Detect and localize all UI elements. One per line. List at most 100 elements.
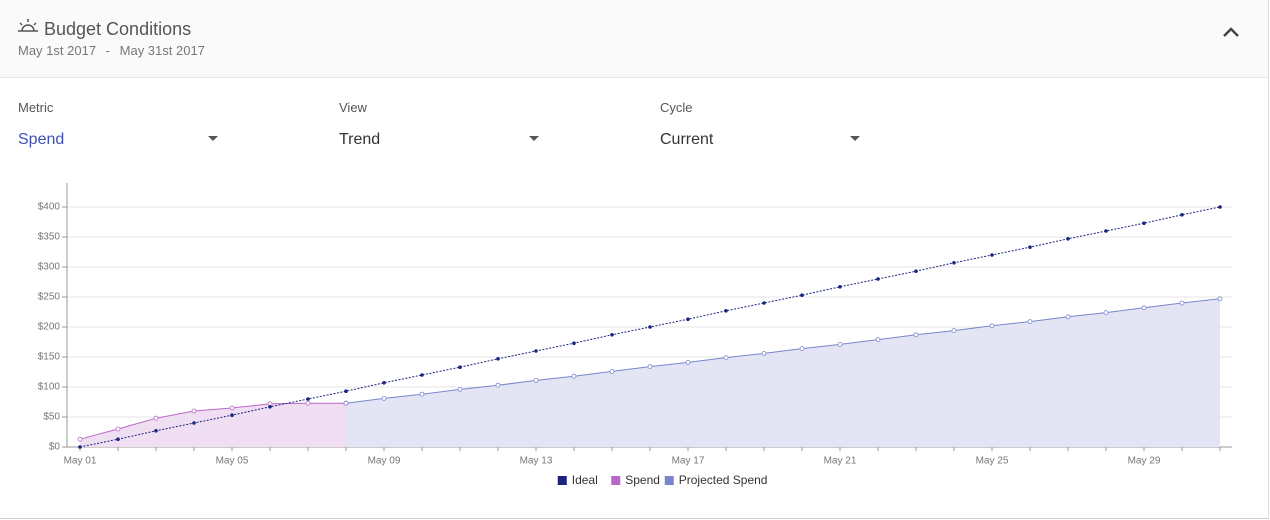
- card-title: Budget Conditions: [44, 19, 192, 39]
- select-label: Cycle: [660, 100, 693, 115]
- point: [268, 405, 272, 409]
- point: [1065, 314, 1071, 320]
- x-tick-label: May 21: [824, 456, 857, 467]
- point: [1217, 296, 1223, 302]
- point: [799, 346, 805, 352]
- point: [420, 373, 424, 377]
- legend-swatch: [557, 476, 567, 485]
- point: [724, 309, 728, 313]
- x-tick-label: May 17: [672, 456, 705, 467]
- dropdown-arrow: [208, 136, 218, 141]
- x-tick-label: May 13: [520, 456, 553, 467]
- point: [990, 253, 994, 257]
- legend-swatch: [611, 476, 621, 485]
- y-tick-label: $250: [38, 292, 61, 303]
- point: [154, 429, 158, 433]
- point: [77, 436, 83, 442]
- point: [876, 277, 880, 281]
- point: [343, 400, 349, 406]
- x-tick-label: May 01: [64, 456, 97, 467]
- x-tick-label: May 29: [1128, 456, 1161, 467]
- dropdown-arrow: [850, 136, 860, 141]
- point: [1104, 229, 1108, 233]
- point: [344, 389, 348, 393]
- point: [914, 269, 918, 273]
- y-tick-label: $150: [38, 352, 61, 363]
- cycle-select[interactable]: Cycle Current: [660, 100, 860, 149]
- point: [153, 415, 159, 421]
- collapse-button[interactable]: [1222, 25, 1240, 39]
- sun-icon: [18, 19, 38, 32]
- x-tick-label: May 25: [976, 456, 1009, 467]
- legend-label: Ideal: [572, 473, 598, 487]
- x-tick-label: May 09: [368, 456, 401, 467]
- point: [800, 293, 804, 297]
- x-tick-label: May 05: [216, 456, 249, 467]
- point: [837, 341, 843, 347]
- point: [838, 285, 842, 289]
- point: [78, 445, 82, 449]
- point: [1066, 237, 1070, 241]
- metric-select[interactable]: Metric Spend: [18, 100, 218, 149]
- card-header: Budget Conditions May 1st 2017 - May 31s…: [0, 0, 1268, 78]
- select-value: Current: [660, 131, 714, 148]
- point: [1027, 319, 1033, 325]
- y-tick-label: $300: [38, 262, 61, 273]
- point: [115, 426, 121, 432]
- point: [1142, 221, 1146, 225]
- point: [762, 301, 766, 305]
- point: [229, 405, 235, 411]
- point: [685, 359, 691, 365]
- point: [192, 421, 196, 425]
- line: [345, 298, 1221, 404]
- point: [571, 373, 577, 379]
- point: [116, 437, 120, 442]
- legend-swatch: [664, 476, 674, 485]
- select-value: Spend: [18, 131, 65, 148]
- point: [572, 341, 576, 345]
- chart: $0 $50 $100 $150 $200 $250 $300 $350 $400 May 01 M…: [38, 183, 1232, 487]
- point: [381, 395, 387, 401]
- y-tick-label: $400: [38, 202, 61, 213]
- point: [457, 386, 463, 392]
- point: [609, 368, 615, 374]
- point: [648, 325, 652, 329]
- select-label: View: [339, 100, 367, 115]
- select-label: Metric: [18, 100, 54, 115]
- point: [305, 400, 311, 406]
- point: [1103, 310, 1109, 316]
- point: [951, 328, 957, 334]
- select-value: Trend: [339, 131, 381, 148]
- point: [875, 337, 881, 343]
- legend-label: Spend: [625, 473, 660, 487]
- line: [79, 402, 346, 440]
- point: [534, 349, 538, 353]
- point: [1028, 245, 1032, 249]
- legend-label: Projected Spend: [679, 473, 768, 487]
- view-select[interactable]: View Trend: [339, 100, 539, 149]
- date-range: May 1st 2017 - May 31st 2017: [18, 43, 211, 58]
- dropdown-arrow: [529, 136, 539, 141]
- point: [382, 381, 386, 385]
- y-tick-label: $200: [38, 322, 61, 333]
- point: [723, 355, 729, 361]
- area: [80, 403, 346, 447]
- date-start: May 1st 2017: [18, 43, 97, 58]
- point: [989, 323, 995, 329]
- point: [533, 377, 539, 383]
- point: [1179, 300, 1185, 306]
- area: [346, 298, 1220, 447]
- point: [496, 357, 500, 361]
- point: [230, 413, 234, 417]
- point: [952, 261, 956, 265]
- point: [1141, 305, 1147, 311]
- date-separator: -: [105, 43, 111, 58]
- date-end: May 31st 2017: [119, 43, 205, 58]
- point: [761, 350, 767, 356]
- y-tick-label: $50: [43, 412, 60, 423]
- point: [1218, 205, 1222, 209]
- point: [419, 391, 425, 397]
- point: [495, 382, 501, 388]
